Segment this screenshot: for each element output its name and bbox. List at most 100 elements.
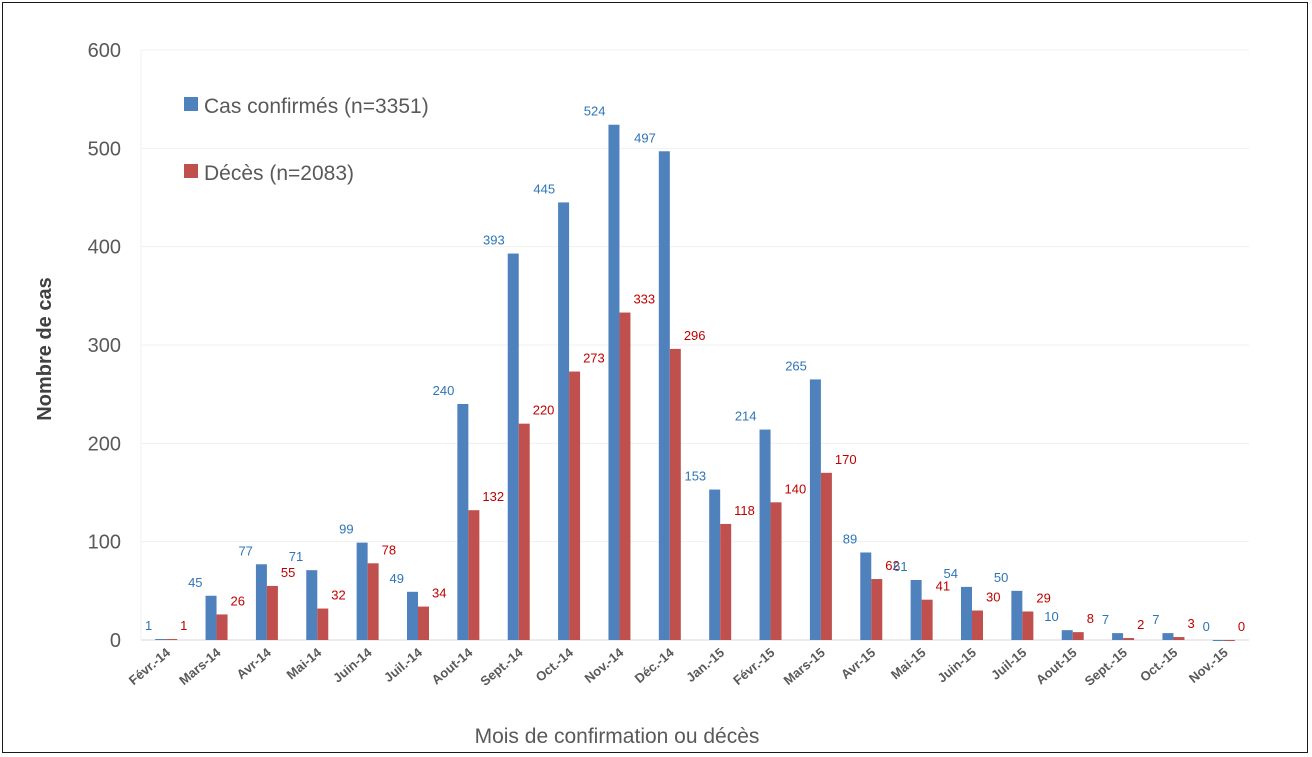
bar-deces: [921, 599, 933, 640]
bar-deces: [569, 371, 581, 640]
bar-deces: [166, 639, 178, 640]
bar-cas-confirmes: [457, 404, 469, 640]
y-tick-label: 100: [88, 532, 121, 554]
data-label-deces: 118: [734, 503, 755, 518]
data-label-deces: 1: [180, 618, 187, 633]
y-tick-label: 300: [88, 335, 121, 357]
bar-cas-confirmes: [407, 591, 418, 640]
bar-deces: [669, 348, 681, 640]
y-tick-label: 400: [88, 237, 121, 259]
x-axis-ticks: Févr.-14 Mars-14 Avr-14 Mai-14 Juin-14 Juil.-…: [126, 644, 1231, 688]
data-label-cas-confirmes: 50: [994, 570, 1008, 585]
data-label-cas-confirmes: 1: [145, 618, 152, 633]
bar-deces: [720, 523, 732, 640]
data-label-cas-confirmes: 61: [893, 559, 907, 574]
bar-deces: [216, 614, 228, 640]
data-label-deces: 78: [382, 542, 396, 557]
data-label-cas-confirmes: 7: [1152, 612, 1159, 627]
bar-cas-confirmes: [507, 253, 519, 641]
x-tick-label: Aout-14: [429, 644, 476, 687]
bar-deces: [418, 606, 429, 640]
bar-deces: [1072, 632, 1084, 640]
data-label-deces: 132: [482, 489, 504, 504]
data-label-deces: 333: [633, 292, 655, 307]
data-label-deces: 34: [432, 586, 446, 601]
legend-label-deces: Décès (n=2083): [204, 162, 354, 185]
bar-cas-confirmes: [255, 564, 267, 640]
data-label-cas-confirmes: 0: [1203, 619, 1210, 634]
bar-deces: [367, 563, 379, 640]
y-tick-label: 600: [88, 40, 121, 62]
x-tick-label: Oct.-14: [533, 644, 577, 684]
data-label-deces: 8: [1087, 611, 1094, 626]
data-label-deces: 140: [785, 481, 807, 496]
bar-cas-confirmes: [658, 151, 670, 641]
x-tick-label: Juil.-14: [381, 644, 426, 685]
data-label-cas-confirmes: 265: [785, 358, 807, 373]
bar-deces: [1173, 637, 1185, 640]
x-tick-label: Mai-14: [284, 644, 325, 682]
data-label-deces: 2: [1137, 617, 1144, 632]
data-label-cas-confirmes: 54: [944, 566, 958, 581]
bar-cas-confirmes: [1011, 590, 1023, 640]
x-tick-label: Juin-14: [330, 644, 375, 685]
bar-cas-confirmes: [155, 639, 167, 640]
bar-chart: 1 145267755713299784934240132393220445273…: [34, 40, 1249, 748]
data-label-cas-confirmes: 524: [584, 104, 606, 119]
bar-cas-confirmes: [1112, 633, 1124, 640]
bar-cas-confirmes: [205, 595, 217, 640]
data-label-deces: 30: [986, 590, 1000, 605]
bar-deces: [468, 510, 480, 640]
x-tick-label: Févr.-14: [126, 644, 174, 688]
bar-deces: [1123, 638, 1135, 640]
data-labels: 1 145267755713299784934240132393220445273…: [145, 104, 1245, 634]
bar-cas-confirmes: [961, 586, 972, 640]
x-tick-label: Aout-15: [1033, 645, 1080, 688]
legend: Cas confirmés (n=3351) Décès (n=2083): [184, 95, 429, 185]
data-label-deces: 62: [885, 558, 899, 573]
bar-cas-confirmes: [306, 570, 318, 640]
data-label-cas-confirmes: 49: [390, 571, 404, 586]
x-tick-label: Nov.-15: [1186, 645, 1231, 686]
legend-label-cas-confirmes: Cas confirmés (n=3351): [204, 95, 429, 118]
bar-deces: [871, 579, 883, 640]
data-label-deces: 220: [533, 403, 555, 418]
data-label-deces: 0: [1238, 619, 1245, 634]
data-label-deces: 296: [684, 328, 706, 343]
data-label-cas-confirmes: 214: [735, 409, 757, 424]
bar-deces: [972, 610, 983, 640]
y-tick-label: 500: [88, 138, 121, 160]
bar-cas-confirmes: [910, 580, 922, 640]
y-axis-ticks: 0 100 200 300 400 500 600: [88, 40, 121, 652]
data-label-cas-confirmes: 497: [634, 130, 656, 145]
bar-cas-confirmes: [1162, 633, 1174, 640]
bar-cas-confirmes: [809, 379, 821, 640]
bar-cas-confirmes: [1061, 630, 1073, 640]
bar-deces: [266, 585, 278, 640]
bar-cas-confirmes: [759, 429, 771, 640]
x-tick-label: Mai-15: [888, 645, 929, 683]
data-label-deces: 170: [835, 452, 857, 467]
data-label-cas-confirmes: 7: [1102, 612, 1109, 627]
y-axis-title: Nombre de cas: [34, 277, 56, 420]
gridlines: [140, 49, 1249, 641]
x-axis-title: Mois de confirmation ou décès: [475, 725, 760, 748]
x-tick-label: Mars-14: [176, 644, 224, 688]
bar-cas-confirmes: [558, 202, 570, 640]
data-label-cas-confirmes: 77: [238, 543, 252, 558]
x-tick-label: Mars-15: [781, 645, 828, 688]
data-label-cas-confirmes: 153: [684, 469, 706, 484]
bar-deces: [518, 423, 530, 640]
x-tick-label: Avr-15: [838, 645, 878, 682]
data-label-deces: 29: [1036, 590, 1050, 605]
y-tick-label: 0: [110, 630, 121, 652]
bar-deces: [1223, 640, 1235, 641]
bar-cas-confirmes: [860, 552, 872, 640]
y-tick-label: 200: [88, 433, 121, 455]
bar-deces: [820, 472, 832, 640]
x-tick-label: Sept.-14: [477, 644, 526, 688]
data-label-deces: 41: [936, 579, 950, 594]
data-label-cas-confirmes: 89: [843, 531, 857, 546]
x-tick-label: Jan.-15: [683, 645, 727, 685]
x-tick-label: Nov.-14: [582, 644, 627, 686]
